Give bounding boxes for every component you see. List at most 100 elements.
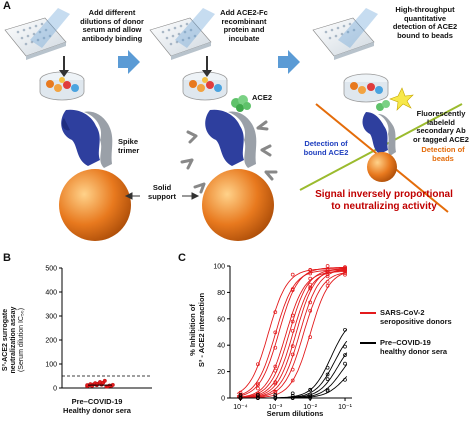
panel-c-point xyxy=(325,270,330,274)
panel-c-point xyxy=(308,392,313,397)
panel-c-point xyxy=(256,396,260,400)
panel-b-point xyxy=(90,383,94,388)
panel-c-y-tick-label: 40 xyxy=(217,343,225,350)
panel-b-point xyxy=(98,380,102,384)
panel-c-point xyxy=(308,268,313,272)
panel-c-point xyxy=(290,288,295,292)
panel-c-point xyxy=(290,391,295,396)
panel-c-point xyxy=(256,383,260,387)
panel-c-ylabel: % Inhibition of S³ - ACE2 interaction xyxy=(188,292,206,368)
well-plate-2-icon xyxy=(149,8,215,60)
panel-b-y-tick-label: 400 xyxy=(45,290,57,297)
panel-c-legend: SARS-CoV-2 seropositive donors Pre–COVID-… xyxy=(360,308,472,362)
panel-c-point xyxy=(308,276,313,281)
solid-support-label: Solid support xyxy=(148,183,176,201)
panel-c-point xyxy=(308,308,313,313)
panel-c-point xyxy=(273,381,278,386)
panel-b-letter: B xyxy=(3,252,11,264)
antibody-icons xyxy=(180,120,278,194)
panel-c-point xyxy=(290,378,295,383)
fluorescent-star-icon xyxy=(389,87,414,111)
panel-b-y-tick-label: 200 xyxy=(45,338,57,345)
panel-c-point xyxy=(325,365,330,370)
panel-b-y-tick-label: 500 xyxy=(45,266,57,273)
panel-c-point xyxy=(325,372,330,377)
step2-text: Add ACE2-Fc recombinant protein and incuba… xyxy=(220,8,268,43)
spike-trimer-3-icon xyxy=(362,112,396,156)
panel-c-x-tick-label: 10⁻³ xyxy=(268,404,282,411)
panel-c-point xyxy=(290,395,295,400)
panel-c-y-tick-label: 60 xyxy=(217,316,225,323)
ace2-molecule-icon xyxy=(231,95,251,112)
panel-c-point xyxy=(308,271,313,276)
panel-c-point xyxy=(256,362,260,367)
panel-c-point xyxy=(325,284,330,288)
panel-b-point xyxy=(102,378,107,383)
solid-support-arrows-icon xyxy=(124,192,200,200)
panel-c-x-tick-label: 10⁻⁴ xyxy=(233,404,248,411)
panel-c-y-tick-label: 0 xyxy=(221,396,225,403)
panel-c-point xyxy=(273,345,278,350)
bead-1-icon xyxy=(59,169,131,241)
legend-swatch-red xyxy=(360,312,376,314)
detect-ace2-label: Detection of bound ACE2 xyxy=(303,139,349,157)
panel-c-point xyxy=(325,267,330,272)
panel-b-y-tick-label: 100 xyxy=(45,362,57,369)
panel-c-point xyxy=(325,387,330,392)
panel-c-point xyxy=(273,364,278,369)
panel-b-chart: 0 100 200 300 400 500 xyxy=(45,266,152,393)
bead-3-icon xyxy=(367,152,397,182)
step1-text: Add different dilutions of donor serum an… xyxy=(80,8,144,43)
spike-trimer-1-icon xyxy=(61,109,113,168)
panel-c-point xyxy=(256,386,260,391)
panel-c-point xyxy=(308,396,313,400)
spike-trimer-2-icon xyxy=(205,109,257,168)
flow-arrow-2-icon xyxy=(278,50,300,74)
panel-c-point xyxy=(325,264,330,268)
detect-beads-label: Detection of beads xyxy=(421,145,465,163)
panel-c-point xyxy=(273,330,278,335)
panel-c-point xyxy=(343,327,347,332)
well-plate-1-icon xyxy=(4,8,70,60)
panel-c-point xyxy=(273,392,278,397)
panel-c-point xyxy=(290,367,295,372)
legend-item-precovid: Pre–COVID-19 healthy donor sera xyxy=(360,338,472,362)
panel-c-letter: C xyxy=(178,252,186,264)
well-dish-2-icon xyxy=(182,56,228,101)
flow-arrow-1-icon xyxy=(118,50,140,74)
panel-b-y-tick-label: 300 xyxy=(45,314,57,321)
panel-c-point xyxy=(343,267,347,272)
panel-c-point xyxy=(273,310,278,314)
panel-c-curve xyxy=(236,268,347,394)
panel-c-point xyxy=(325,377,330,381)
fluor-label: Fluorescently labeleld secondary Ab or tag… xyxy=(413,109,469,144)
panel-c-point xyxy=(308,387,313,392)
spike-trimer-label: Spike trimer xyxy=(118,137,140,155)
bead-2-icon xyxy=(202,169,274,241)
well-dish-3-icon xyxy=(343,73,389,103)
panel-a-schematic xyxy=(4,8,463,241)
panel-b-xlabel: Pre–COVID-19 Healthy donor sera xyxy=(63,397,131,415)
panel-b-ylabel: S³-ACE2 surrogate neutralization assay (… xyxy=(2,306,25,374)
panel-c-point xyxy=(290,319,295,324)
panel-c-x-tick-label: 10⁻² xyxy=(303,404,317,411)
legend-item-seropositive: SARS-CoV-2 seropositive donors xyxy=(360,308,472,332)
panel-b-y-tick-label: 0 xyxy=(53,386,57,393)
panel-c-point xyxy=(343,377,347,382)
panel-c-point xyxy=(308,286,313,291)
panel-c-point xyxy=(325,389,330,393)
panel-c-point xyxy=(343,353,347,357)
signal-text: Signal inversely proportional to neutrali… xyxy=(315,189,453,212)
panel-c-point xyxy=(308,335,313,339)
panel-c-y-tick-label: 20 xyxy=(217,369,225,376)
panel-c-point xyxy=(343,361,347,366)
panel-c-point xyxy=(273,368,278,373)
panel-c-point xyxy=(273,380,278,384)
panel-c-point xyxy=(325,279,330,284)
panel-c-y-tick-label: 80 xyxy=(217,290,225,297)
panel-c-curve xyxy=(237,329,348,399)
panel-c-chart: 0 20 40 60 80 100 10⁻⁴ 10⁻³ 10⁻² 10⁻¹ xyxy=(213,264,352,412)
well-dish-1-icon xyxy=(39,56,85,101)
ace2-label: ACE2 xyxy=(252,93,273,102)
panel-c-point xyxy=(238,394,243,399)
